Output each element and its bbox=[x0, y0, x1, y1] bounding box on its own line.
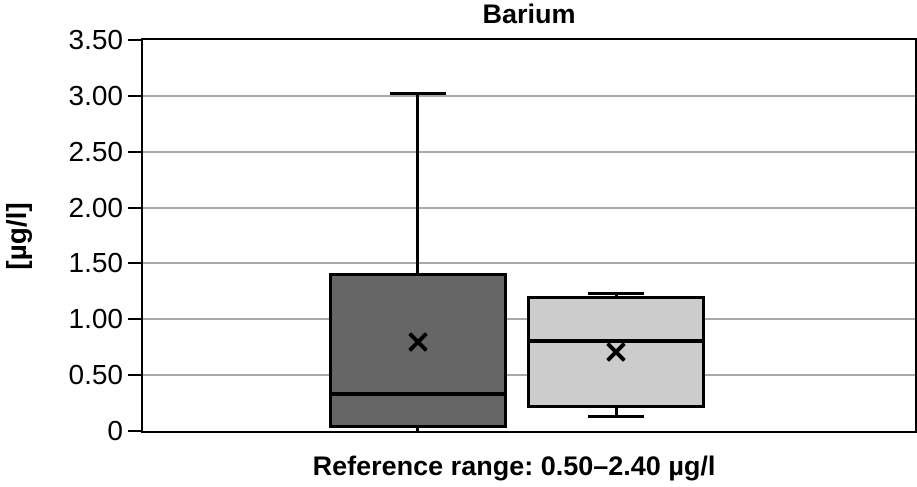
y-tick-label: 2.50 bbox=[68, 135, 124, 167]
y-tick bbox=[128, 150, 141, 153]
boxplot-box-1 bbox=[329, 273, 507, 428]
y-tick bbox=[128, 374, 141, 377]
y-tick bbox=[128, 206, 141, 209]
lower-whisker bbox=[416, 427, 420, 431]
y-axis-label: [µg/l] bbox=[1, 202, 32, 270]
y-tick bbox=[128, 94, 141, 97]
mean-x-marker bbox=[604, 340, 628, 364]
whisker-cap-min bbox=[588, 414, 645, 418]
plot-area: 0 0.50 1.00 1.50 2.00 2.50 3.00 3.50 bbox=[69, 24, 917, 446]
y-tick-label: 3.00 bbox=[68, 79, 124, 111]
y-tick-label: 0 bbox=[107, 415, 123, 446]
median-line bbox=[527, 338, 705, 343]
mean-x-marker bbox=[406, 330, 430, 354]
upper-whisker bbox=[416, 93, 420, 274]
median-line bbox=[329, 392, 507, 397]
y-tick bbox=[128, 39, 141, 41]
y-tick bbox=[128, 318, 141, 321]
gridline bbox=[143, 150, 915, 153]
lower-whisker bbox=[614, 407, 618, 417]
gridline bbox=[143, 262, 915, 265]
whisker-cap-max bbox=[588, 292, 645, 296]
y-tick-label: 2.00 bbox=[68, 191, 124, 223]
reference-range-caption: Reference range: 0.50–2.40 µg/l bbox=[312, 451, 716, 481]
y-tick-label: 1.00 bbox=[68, 303, 124, 335]
y-tick bbox=[128, 262, 141, 265]
y-tick-label: 3.50 bbox=[68, 24, 124, 55]
boxplot-box-2 bbox=[527, 295, 705, 408]
whisker-cap-max bbox=[390, 92, 446, 96]
gridline bbox=[143, 206, 915, 209]
gridline bbox=[143, 94, 915, 97]
y-tick-label: 1.50 bbox=[68, 247, 124, 279]
y-tick bbox=[128, 430, 141, 432]
y-tick-label: 0.50 bbox=[68, 359, 124, 391]
chart-title: Barium bbox=[482, 0, 576, 29]
